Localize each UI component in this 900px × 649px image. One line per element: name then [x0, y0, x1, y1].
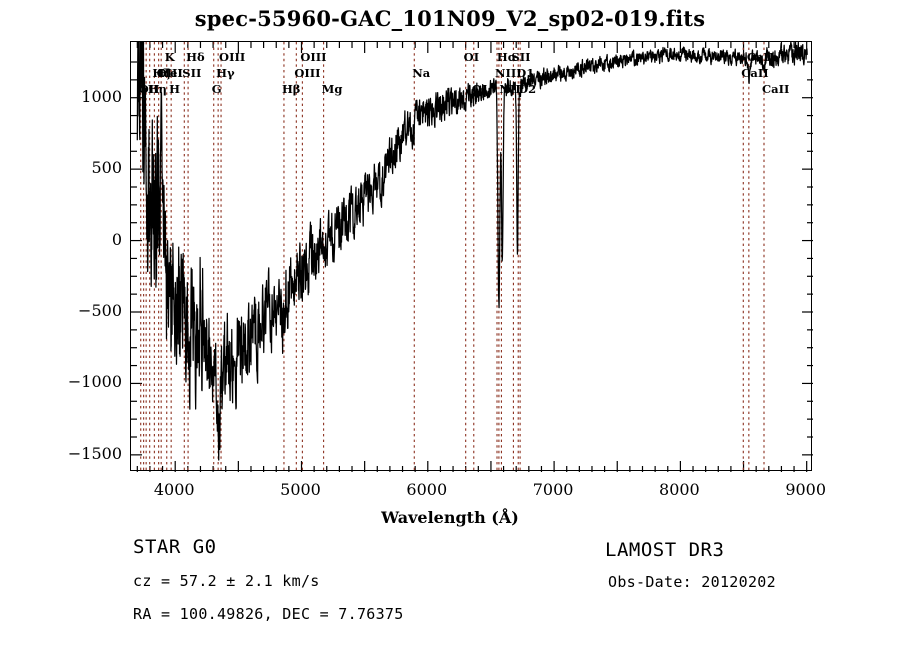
line-label-NII: NII: [495, 66, 517, 80]
x-tick-8000: 8000: [659, 480, 700, 499]
line-label-D2: D2: [518, 82, 537, 96]
y-tick--1000: −1000: [67, 372, 122, 392]
line-label-H: Hη: [147, 82, 167, 96]
line-label-NII: NII: [499, 82, 521, 96]
line-label-K: K: [164, 50, 175, 64]
line-label-CaII: CaII: [741, 66, 769, 80]
x-tick-6000: 6000: [406, 480, 448, 499]
line-label-OII: OII: [138, 82, 160, 96]
y-axis-label: Flux (relative): [0, 34, 2, 170]
line-label-OIII: OIII: [156, 66, 183, 80]
spectrum-canvas: [131, 42, 813, 472]
plot-area: [130, 41, 813, 472]
line-label-CaII: CaII: [761, 82, 790, 96]
line-label-H: Hα: [496, 50, 517, 64]
object-class: STAR G0: [133, 536, 217, 558]
line-label-OIII: OIII: [294, 66, 321, 80]
line-label-D1: D1: [516, 66, 535, 80]
axis-ticks: [131, 42, 813, 472]
line-label-OIII: OIII: [219, 50, 246, 64]
y-tick-1000: 1000: [81, 86, 122, 106]
y-tick--1500: −1500: [67, 443, 122, 463]
line-label-H: Hγ: [216, 66, 235, 80]
line-label-HeI: HeI: [159, 66, 183, 80]
y-tick--500: −500: [78, 301, 122, 320]
line-label-H: Hβ: [281, 82, 301, 96]
spectrum-trace: [136, 42, 808, 461]
line-label-Na: Na: [412, 66, 431, 80]
y-tick-0: 0: [111, 229, 122, 249]
line-label-G: G: [211, 82, 222, 96]
x-axis-label: Wavelength (Å): [381, 508, 519, 527]
coordinates: RA = 100.49826, DEC = 7.76375: [133, 605, 404, 623]
x-tick-7000: 7000: [532, 480, 574, 499]
line-label-OIII: OIII: [300, 50, 327, 64]
line-label-SII: SII: [182, 66, 202, 80]
line-label-OI: OI: [463, 50, 480, 64]
line-label-SII: SII: [511, 50, 531, 64]
observation-date: Obs-Date: 20120202: [608, 573, 776, 591]
line-label-CaII: CaII: [746, 50, 775, 64]
line-label-Mg: Mg: [321, 82, 343, 96]
line-label-OI: OI: [471, 82, 488, 96]
y-tick-500: 500: [91, 158, 122, 178]
line-label-H: H: [169, 82, 181, 96]
redshift-velocity: cz = 57.2 ± 2.1 km/s: [133, 572, 320, 590]
line-label-H: Hζ: [152, 66, 171, 80]
survey-name: LAMOST DR3: [605, 539, 725, 561]
x-tick-4000: 4000: [153, 480, 195, 499]
x-tick-9000: 9000: [785, 480, 827, 499]
line-label-H: Hδ: [186, 50, 205, 64]
page-title: spec-55960-GAC_101N09_V2_sp02-019.fits: [194, 6, 706, 31]
x-tick-5000: 5000: [280, 480, 321, 499]
